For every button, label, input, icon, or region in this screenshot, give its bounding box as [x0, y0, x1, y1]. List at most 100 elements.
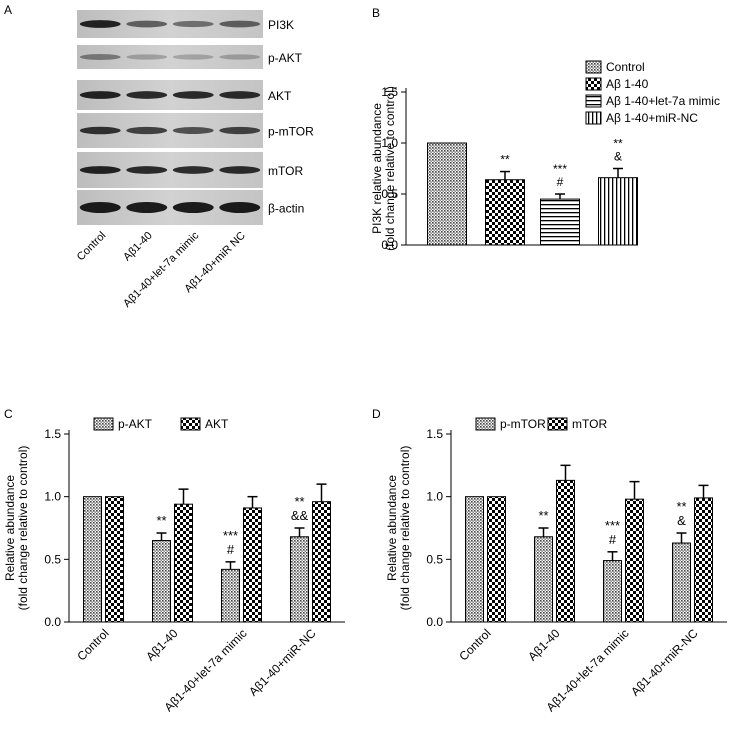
- significance-mark: **: [500, 153, 510, 167]
- y-tick-label: 1.0: [381, 136, 398, 150]
- bar-p-akt-control: [83, 496, 102, 623]
- bar-mtor-a-1-40-mir-nc: [694, 497, 713, 623]
- bar-mtor-a-1-40-let-7a-mimic: [625, 498, 644, 623]
- panel-a-western-blot: A PI3K p-AKT AKT p-mTOR mTOR β-actin Control Aβ1…: [4, 3, 314, 310]
- legend-swatch-p-akt: [93, 417, 114, 431]
- bar-a-1-40: [485, 179, 525, 246]
- panel-c-akt-chart: C 0.0 0.5 1.0 1.5 Relative abundance (fold cha…: [3, 407, 345, 714]
- legend-swatch-a-1-40: [585, 77, 602, 91]
- band-p-mtor-lane-2: [126, 126, 168, 135]
- y-tick-label: 0.0: [381, 238, 398, 252]
- band-akt-lane-4: [219, 91, 261, 99]
- band-p-akt-lane-1: [79, 53, 121, 61]
- bar-p-mtor-a-1-40: [534, 536, 553, 623]
- y-axis-title-line-1: Relative abundance: [385, 475, 399, 581]
- legend-swatch-mtor: [547, 417, 568, 431]
- significance-mark: &: [677, 513, 686, 528]
- significance-mark: **: [613, 137, 623, 151]
- significance-mark: **: [538, 508, 548, 523]
- bar-control: [427, 142, 467, 246]
- significance-mark: **: [156, 513, 166, 528]
- band-p-mtor-lane-3: [172, 127, 214, 134]
- x-tick-label-control: Control: [74, 626, 111, 663]
- legend-label-mtor: mTOR: [572, 417, 607, 431]
- panel-b-pi3k-chart: B 0.0 0.5 1.0 1.5 PI3K relative abundance (fol…: [370, 6, 720, 252]
- legend-swatch-a-1-40-let-7a-mimic: [585, 94, 602, 108]
- significance-mark: #: [227, 542, 235, 557]
- band-p-akt-lane-4: [219, 54, 261, 60]
- x-tick-label-a-1-40: Aβ1-40: [143, 626, 181, 664]
- y-tick-label: 0.0: [426, 615, 443, 629]
- band-pi3k-lane-1: [79, 20, 121, 28]
- band-p-mtor-lane-1: [79, 126, 121, 135]
- band-label-mtor: mTOR: [268, 164, 303, 178]
- legend-label-akt: AKT: [205, 417, 229, 431]
- legend-swatch-control: [585, 60, 602, 74]
- significance-mark: ***: [223, 528, 238, 543]
- bar-p-mtor-a-1-40-let-7a-mimic: [603, 560, 622, 623]
- legend-label-p-akt: p-AKT: [118, 417, 153, 431]
- bar-p-mtor-control: [465, 496, 484, 623]
- band-p-akt-lane-2: [126, 54, 168, 60]
- y-axis-title-line-1: PI3K relative abundance: [370, 103, 384, 234]
- lane-label-2: Aβ1-40: [121, 230, 155, 264]
- x-tick-label-a-1-40: Aβ1-40: [525, 626, 563, 664]
- significance-mark: ***: [605, 518, 620, 533]
- band-p-mtor-lane-4: [219, 126, 261, 135]
- significance-mark: &: [614, 150, 622, 164]
- bar-akt-a-1-40: [174, 503, 193, 623]
- panel-c-letter: C: [4, 407, 13, 421]
- y-axis-title-line-1: Relative abundance: [3, 475, 17, 581]
- bar-p-akt-a-1-40-mir-nc: [290, 536, 309, 623]
- x-tick-label-a-1-40-mir-nc: Aβ1-40+miR-NC: [246, 626, 319, 699]
- band-actin-lane-1: [79, 202, 121, 213]
- band-label-pi3k: PI3K: [268, 18, 294, 32]
- band-mtor-lane-1: [79, 166, 121, 174]
- legend-label-a-1-40-let-7a-mimic: Aβ 1-40+let-7a mimic: [606, 94, 720, 108]
- legend-swatch-a-1-40-mir-nc: [585, 111, 602, 125]
- band-actin-lane-3: [172, 202, 214, 213]
- x-tick-label-control: Control: [456, 626, 493, 663]
- band-mtor-lane-4: [219, 166, 261, 174]
- band-akt-lane-2: [126, 91, 168, 99]
- bar-p-akt-a-1-40-let-7a-mimic: [221, 568, 240, 623]
- significance-mark: &&: [291, 508, 309, 523]
- bar-akt-control: [105, 496, 124, 623]
- band-p-akt-lane-3: [172, 54, 214, 60]
- y-tick-label: 1.5: [381, 85, 398, 99]
- blot-strip-p-akt: [77, 45, 263, 69]
- y-tick-label: 0.5: [426, 552, 443, 566]
- band-pi3k-lane-2: [126, 20, 168, 28]
- y-tick-label: 1.0: [426, 490, 443, 504]
- band-akt-lane-3: [172, 91, 214, 99]
- panel-d-letter: D: [372, 407, 381, 421]
- bar-a-1-40-mir-nc: [598, 177, 638, 246]
- y-tick-label: 0.5: [44, 552, 61, 566]
- lane-label-1: Control: [75, 230, 109, 264]
- bar-mtor-a-1-40: [556, 479, 575, 623]
- significance-mark: #: [609, 532, 617, 547]
- legend-label-p-mtor: p-mTOR: [500, 417, 546, 431]
- panel-a-letter: A: [4, 3, 12, 17]
- bar-p-akt-a-1-40: [152, 540, 171, 623]
- y-tick-label: 1.5: [426, 427, 443, 441]
- bar-mtor-control: [487, 496, 506, 623]
- bar-akt-a-1-40-mir-nc: [312, 501, 331, 623]
- y-axis-title-line-2: (fold change relative to control): [398, 446, 412, 611]
- legend-label-control: Control: [606, 60, 645, 74]
- band-pi3k-lane-3: [172, 20, 214, 28]
- y-tick-label: 0.0: [44, 615, 61, 629]
- significance-mark: #: [557, 175, 564, 189]
- significance-mark: ***: [553, 162, 567, 176]
- bar-p-mtor-a-1-40-mir-nc: [672, 542, 691, 623]
- band-pi3k-lane-4: [219, 20, 261, 28]
- y-axis-title-line-2: (fold change relative to control): [383, 86, 397, 251]
- bar-akt-a-1-40-let-7a-mimic: [243, 507, 262, 623]
- band-label-actin: β-actin: [268, 202, 304, 216]
- significance-mark: **: [294, 494, 304, 509]
- band-label-p-akt: p-AKT: [268, 51, 303, 65]
- panel-b-letter: B: [372, 6, 380, 20]
- legend-swatch-akt: [180, 417, 201, 431]
- y-tick-label: 1.0: [44, 490, 61, 504]
